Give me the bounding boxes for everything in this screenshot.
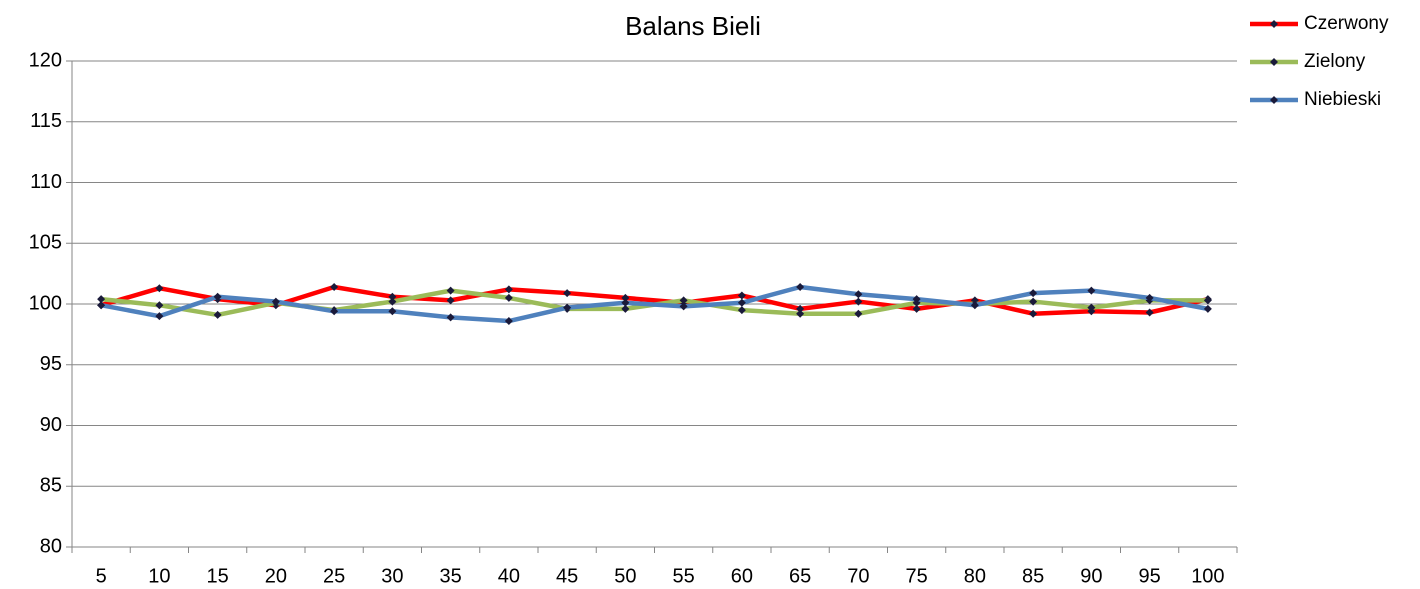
x-tick-label: 95: [1139, 565, 1161, 587]
point-marker: [213, 310, 222, 319]
point-marker: [1087, 303, 1096, 312]
point-marker: [737, 306, 746, 315]
point-marker: [1029, 297, 1038, 306]
x-tick-label: 100: [1191, 565, 1224, 587]
x-tick-label: 50: [614, 565, 636, 587]
y-tick-label: 115: [30, 110, 62, 132]
x-tick-label: 70: [847, 565, 869, 587]
y-tick-label: 100: [29, 292, 62, 314]
point-marker: [1029, 309, 1038, 318]
y-tick-label: 120: [29, 49, 62, 71]
legend-label: Niebieski: [1304, 89, 1381, 110]
point-marker: [1145, 293, 1154, 302]
point-marker: [1203, 304, 1212, 313]
point-marker: [155, 312, 164, 321]
point-marker: [213, 292, 222, 301]
y-tick-label: 90: [40, 414, 62, 436]
point-marker: [446, 313, 455, 322]
y-tick-label: 95: [40, 353, 62, 375]
x-tick-label: 80: [964, 565, 986, 587]
x-tick-label: 75: [906, 565, 928, 587]
legend-marker: [1270, 58, 1278, 66]
point-marker: [796, 304, 805, 313]
point-marker: [679, 296, 688, 305]
legend-marker: [1270, 20, 1278, 28]
point-marker: [796, 309, 805, 318]
x-tick-label: 25: [323, 565, 345, 587]
point-marker: [1087, 286, 1096, 295]
y-tick-label: 85: [40, 475, 62, 497]
y-tick-label: 110: [30, 171, 62, 193]
point-marker: [446, 296, 455, 305]
x-tick-label: 60: [731, 565, 753, 587]
point-marker: [155, 301, 164, 310]
x-tick-label: 85: [1022, 565, 1044, 587]
point-marker: [737, 298, 746, 307]
point-marker: [912, 295, 921, 304]
x-tick-label: 10: [148, 565, 170, 587]
x-tick-label: 65: [789, 565, 811, 587]
point-marker: [1029, 289, 1038, 298]
legend-label: Czerwony: [1304, 13, 1389, 34]
point-marker: [97, 301, 106, 310]
x-tick-label: 40: [498, 565, 520, 587]
x-tick-label: 90: [1080, 565, 1102, 587]
x-tick-label: 30: [381, 565, 403, 587]
point-marker: [388, 297, 397, 306]
x-tick-label: 5: [96, 565, 107, 587]
point-marker: [679, 302, 688, 311]
point-marker: [970, 301, 979, 310]
x-tick-label: 55: [673, 565, 695, 587]
point-marker: [446, 286, 455, 295]
point-marker: [155, 284, 164, 293]
legend-label: Zielony: [1304, 51, 1366, 72]
point-marker: [97, 295, 106, 304]
x-tick-label: 15: [207, 565, 229, 587]
x-tick-label: 45: [556, 565, 578, 587]
point-marker: [563, 303, 572, 312]
point-marker: [330, 282, 339, 291]
y-tick-label: 105: [29, 232, 62, 254]
point-marker: [330, 307, 339, 316]
x-tick-label: 20: [265, 565, 287, 587]
point-marker: [796, 282, 805, 291]
point-marker: [854, 297, 863, 306]
point-marker: [504, 293, 513, 302]
point-marker: [563, 289, 572, 298]
point-marker: [621, 304, 630, 313]
y-tick-label: 80: [40, 535, 62, 557]
point-marker: [504, 285, 513, 294]
point-marker: [621, 298, 630, 307]
legend-marker: [1270, 96, 1278, 104]
point-marker: [388, 292, 397, 301]
point-marker: [854, 309, 863, 318]
point-marker: [737, 291, 746, 300]
series-line: [100, 284, 1209, 324]
point-marker: [504, 317, 513, 326]
point-marker: [1145, 308, 1154, 317]
point-marker: [854, 290, 863, 299]
point-marker: [388, 307, 397, 316]
point-marker: [271, 297, 280, 306]
chart-title: Balans Bieli: [625, 11, 761, 41]
point-marker: [1203, 296, 1212, 305]
point-marker: [912, 304, 921, 313]
x-tick-label: 35: [440, 565, 462, 587]
point-marker: [621, 293, 630, 302]
